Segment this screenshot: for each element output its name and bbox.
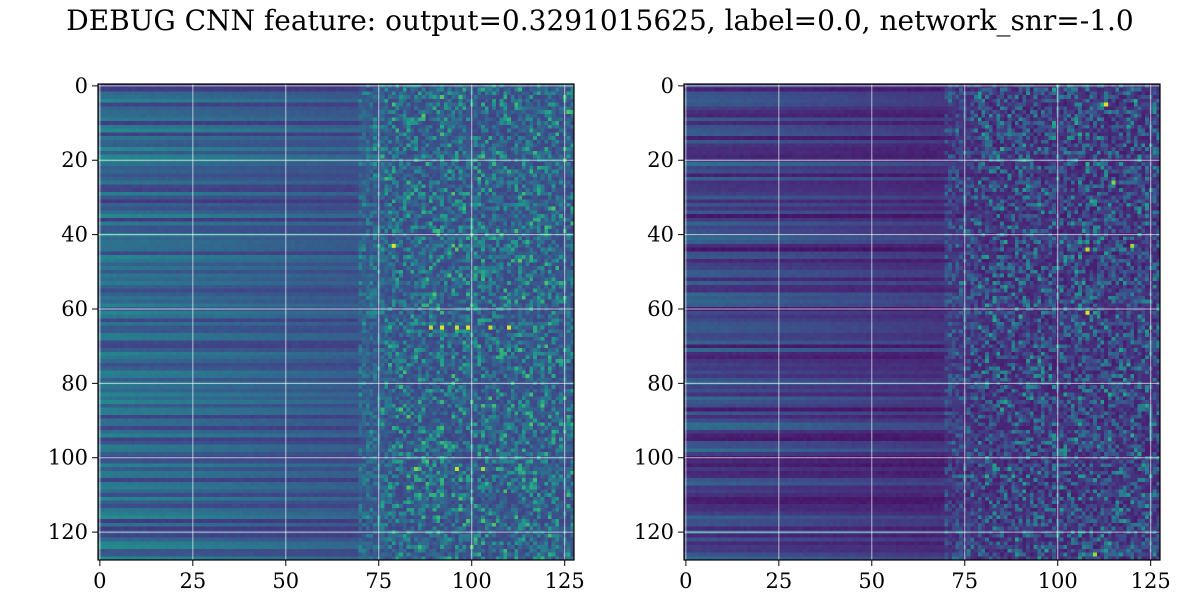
- x-tick-label: 75: [951, 569, 978, 593]
- x-tick-label: 125: [1131, 569, 1171, 593]
- heatmap-hotspot: [488, 325, 493, 330]
- y-tick-label: 120: [48, 520, 88, 544]
- y-tick-label: 80: [61, 371, 88, 395]
- heatmap-hotspot: [466, 325, 471, 330]
- heatmap-hotspot: [507, 325, 511, 330]
- x-tick-label: 50: [858, 569, 885, 593]
- y-tick-label: 80: [647, 371, 674, 395]
- y-tick-label: 0: [75, 74, 88, 98]
- y-tick-label: 20: [647, 148, 674, 172]
- y-tick-label: 100: [634, 446, 674, 470]
- heatmap-hotspot: [1093, 552, 1097, 557]
- y-tick-label: 120: [634, 520, 674, 544]
- axes-frame: [97, 83, 575, 561]
- heatmap-hotspot: [1130, 243, 1135, 248]
- heatmap-image: [684, 84, 1160, 560]
- x-tick-label: 50: [272, 569, 299, 593]
- heatmap-hotspot: [1085, 247, 1090, 252]
- heatmap-hotspot: [1104, 102, 1109, 107]
- x-tick-label: 25: [765, 569, 792, 593]
- y-tick-label: 40: [61, 223, 88, 247]
- heatmap-hotspot: [414, 467, 419, 471]
- x-tick-label: 125: [545, 569, 585, 593]
- heatmap-hotspot: [455, 325, 459, 330]
- x-tick-label: 0: [679, 569, 692, 593]
- heatmap-image: [98, 84, 574, 560]
- heatmap-hotspot: [1111, 180, 1116, 185]
- heatmap-hotspot: [391, 243, 396, 248]
- y-tick-label: 60: [647, 297, 674, 321]
- heatmap-hotspot: [428, 325, 433, 330]
- heatmap-panel-right: 0 25 50 75 100 125 0 20 40 60 80 100 120: [634, 74, 1171, 593]
- x-tick-label: 100: [452, 569, 492, 593]
- x-tick-label: 25: [179, 569, 206, 593]
- y-tick-label: 100: [48, 446, 88, 470]
- axes-frame: [683, 83, 1161, 561]
- heatmap-hotspot: [455, 467, 459, 471]
- x-tick-label: 0: [93, 569, 106, 593]
- y-tick-label: 20: [61, 148, 88, 172]
- heatmap-panel-left: 0 25 50 75 100 125 0 20 40 60 80 100 120: [48, 74, 585, 593]
- y-tick-label: 40: [647, 223, 674, 247]
- y-tick-label: 60: [61, 297, 88, 321]
- y-tick-label: 0: [661, 74, 674, 98]
- x-tick-label: 75: [365, 569, 392, 593]
- heatmap-hotspot: [1085, 310, 1090, 315]
- x-tick-label: 100: [1038, 569, 1078, 593]
- heatmap-hotspot: [440, 325, 445, 330]
- figure-title: DEBUG CNN feature: output=0.3291015625, …: [66, 4, 1134, 37]
- heatmap-hotspot: [481, 467, 485, 471]
